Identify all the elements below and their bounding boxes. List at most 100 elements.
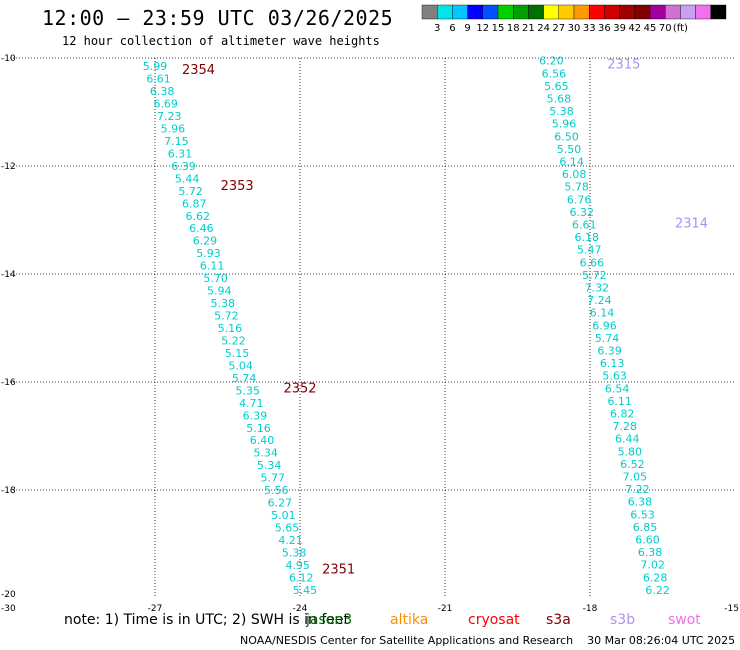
wave-height-value: 5.70	[203, 272, 228, 285]
colorbar-swatch	[513, 4, 529, 20]
colorbar: 3 6 9 12 15 18 21 24 27 30 33 36 39 42 45 70 (ft)	[421, 4, 727, 34]
wave-height-value: 6.31	[168, 147, 193, 160]
wave-height-value: 5.99	[143, 60, 168, 73]
satellite-legend-s3a: s3a	[546, 612, 571, 628]
x-tick-label: -21	[438, 604, 453, 614]
wave-height-value: 5.80	[618, 445, 643, 458]
wave-height-value: 5.15	[225, 347, 250, 360]
wave-height-value: 6.38	[628, 496, 653, 509]
wave-height-value: 6.66	[580, 256, 605, 269]
wave-height-value: 5.56	[264, 484, 289, 497]
wave-height-value: 6.18	[575, 231, 600, 244]
y-tick-label: -12	[1, 162, 16, 172]
wave-height-value: 5.38	[282, 546, 307, 559]
wave-height-value: 5.50	[557, 143, 582, 156]
satellite-legend-s3b: s3b	[610, 612, 636, 628]
colorbar-swatch	[634, 4, 651, 20]
wave-height-value: 7.28	[613, 420, 638, 433]
orbit-number-label: 2314	[675, 217, 708, 232]
wave-height-value: 5.94	[207, 285, 232, 298]
wave-height-value: 6.96	[592, 319, 617, 332]
colorbar-swatch	[589, 4, 605, 20]
colorbar-swatch	[528, 4, 544, 20]
colorbar-swatch	[543, 4, 559, 20]
orbit-labels: 2354 2353 2352 2351 2315 2314	[182, 57, 708, 577]
y-tick-label: -16	[1, 378, 16, 388]
axis-ticks: -10 -12 -14 -16 -18 -20 -30 -27 -24 -21 -18 -15	[1, 54, 739, 614]
orbit-number-label: 2351	[322, 562, 355, 577]
colorbar-swatch	[482, 4, 499, 20]
colorbar-swatch	[649, 4, 666, 20]
x-tick-label: -27	[148, 604, 163, 614]
wave-height-value: 6.54	[605, 382, 630, 395]
wave-height-value: 5.44	[175, 172, 200, 185]
wave-height-value: 6.12	[289, 571, 314, 584]
colorbar-swatch	[437, 4, 453, 20]
y-tick-label: -18	[1, 486, 16, 496]
x-tick-label: -15	[724, 604, 739, 614]
chart-subtitle: 12 hour collection of altimeter wave hei…	[62, 34, 380, 48]
colorbar-label: 9	[464, 23, 470, 34]
wave-height-value: 5.96	[552, 118, 577, 131]
colorbar-label: 15	[492, 23, 505, 34]
wave-height-value: 5.16	[218, 322, 243, 335]
colorbar-label: 30	[568, 23, 581, 34]
wave-height-value: 6.27	[268, 497, 293, 510]
wave-height-value: 5.16	[246, 422, 271, 435]
wave-height-value: 6.56	[542, 67, 567, 80]
wave-height-value: 5.45	[293, 584, 318, 597]
wave-height-value: 6.52	[620, 458, 645, 471]
wave-height-value: 5.65	[275, 522, 300, 535]
wave-height-value: 6.40	[250, 434, 275, 447]
wave-height-value: 5.38	[549, 105, 574, 118]
wave-height-value: 6.44	[615, 433, 640, 446]
wave-height-value: 5.77	[260, 472, 285, 485]
colorbar-swatch	[680, 4, 696, 20]
colorbar-label: 12	[476, 23, 489, 34]
colorbar-label: 21	[522, 23, 535, 34]
wave-height-value: 5.22	[221, 334, 246, 347]
wave-height-value: 6.13	[600, 357, 625, 370]
y-tick-label: -20	[1, 590, 16, 600]
wave-height-value: 5.72	[178, 185, 203, 198]
x-tick-label: -30	[1, 604, 16, 614]
wave-height-value: 7.05	[623, 471, 648, 484]
colorbar-label: 27	[552, 23, 565, 34]
wave-height-value: 5.34	[253, 447, 278, 460]
wave-height-value: 6.28	[643, 571, 668, 584]
wave-height-value: 6.38	[150, 85, 175, 98]
orbit-number-label: 2315	[607, 57, 640, 72]
wave-height-value: 7.22	[625, 483, 650, 496]
footer-credit: NOAA/NESDIS Center for Satellite Applica…	[240, 634, 574, 647]
wave-height-value: 5.63	[602, 370, 627, 383]
wave-height-value: 6.76	[567, 193, 592, 206]
wave-height-value: 5.35	[236, 384, 261, 397]
wave-height-value: 6.29	[193, 235, 218, 248]
wave-height-value: 7.32	[585, 282, 610, 295]
wave-height-value: 5.74	[232, 372, 257, 385]
wave-height-value: 6.14	[559, 156, 584, 169]
wave-height-value: 5.34	[257, 459, 282, 472]
y-tick-label: -10	[1, 54, 16, 64]
wave-height-value: 7.23	[157, 110, 182, 123]
orbit-number-label: 2352	[283, 381, 316, 396]
wave-height-marks: 5.996.616.386.697.235.967.156.316.395.44…	[143, 55, 670, 597]
wave-height-value: 5.01	[271, 509, 296, 522]
orbit-number-label: 2354	[182, 63, 215, 78]
chart-grid	[10, 57, 735, 598]
colorbar-label: 24	[537, 23, 550, 34]
wave-height-value: 5.72	[582, 269, 607, 282]
colorbar-label: 6	[449, 23, 455, 34]
note-text: note: 1) Time is in UTC; 2) SWH is in fe…	[64, 612, 350, 628]
colorbar-swatch	[573, 4, 590, 20]
wave-height-value: 6.39	[171, 160, 196, 173]
wave-height-value: 6.60	[635, 534, 660, 547]
colorbar-swatch	[665, 4, 681, 20]
wave-height-value: 6.14	[590, 307, 615, 320]
colorbar-label: (ft)	[673, 23, 688, 34]
colorbar-swatch	[421, 4, 438, 20]
wave-height-value: 6.38	[638, 546, 663, 559]
satellite-legend-altika: altika	[390, 612, 429, 628]
colorbar-swatch	[558, 4, 575, 20]
wave-height-value: 6.11	[200, 260, 225, 273]
